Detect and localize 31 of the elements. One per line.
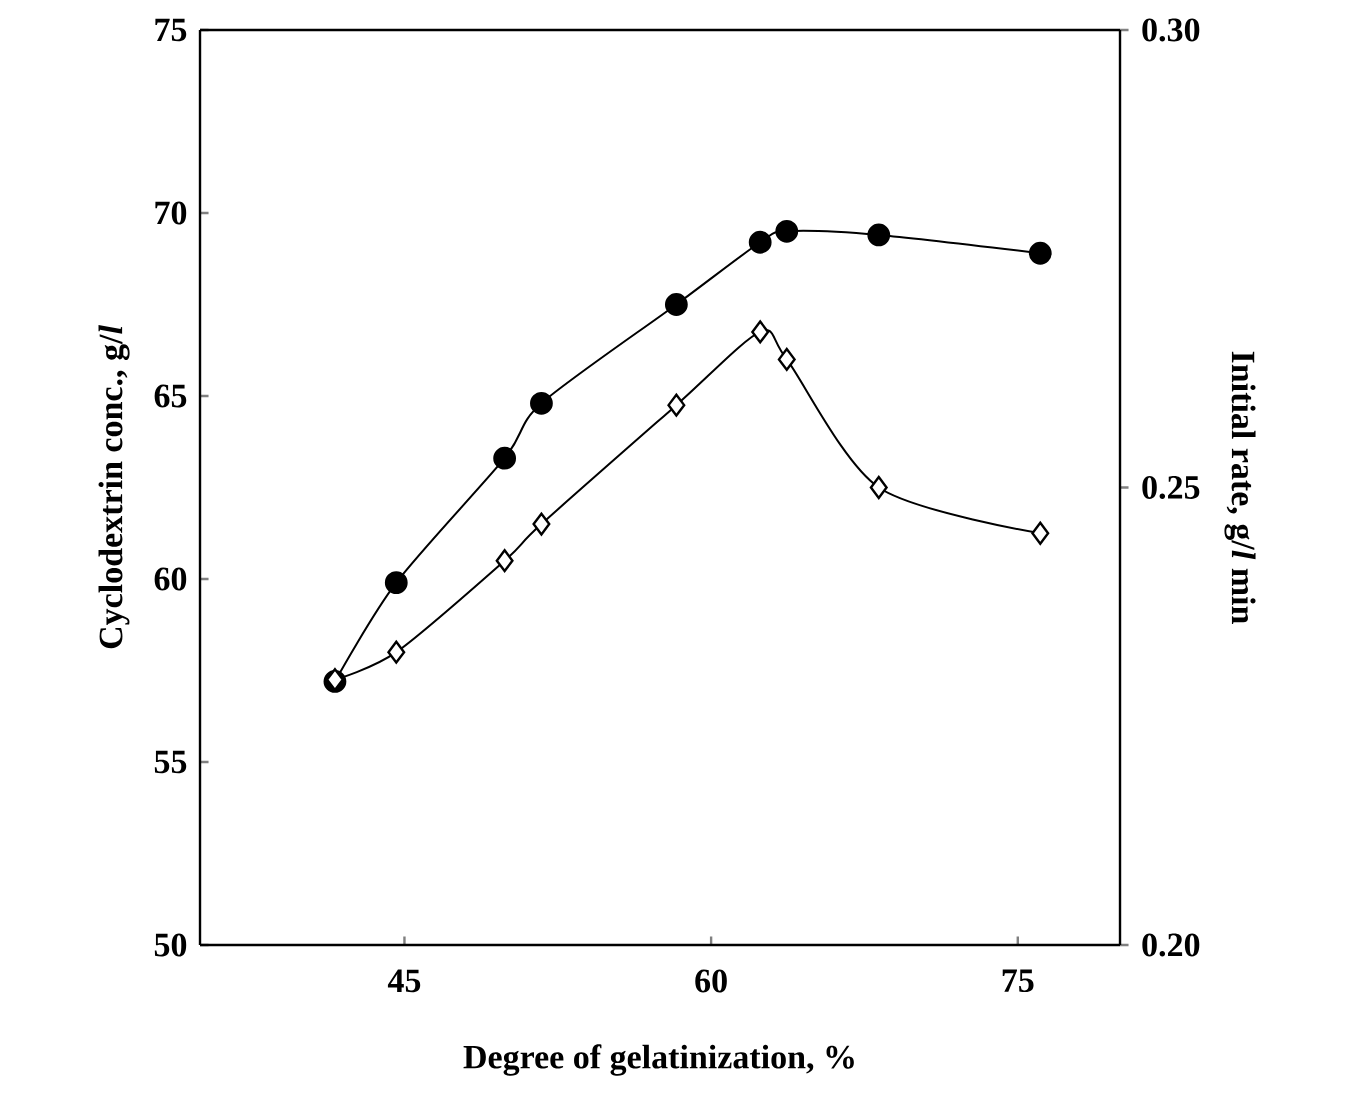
- point: [532, 512, 551, 536]
- x-axis-title: Degree of gelatinization, %: [463, 1044, 854, 1076]
- y2-axis-title: Initial rate, g/l min: [1224, 351, 1256, 624]
- point: [384, 571, 408, 595]
- point: [664, 293, 688, 316]
- point: [777, 347, 796, 371]
- x-tick-label: 60: [695, 969, 727, 993]
- point: [495, 549, 514, 573]
- point: [387, 640, 406, 664]
- y-tick-label: 65: [154, 384, 187, 408]
- point: [667, 393, 686, 417]
- y-tick-label: 55: [154, 750, 187, 774]
- y2-tick-label: 0.25: [1142, 475, 1200, 500]
- y-axis-title: Cyclodextrin conc., g/l: [98, 325, 130, 649]
- y-tick-label: 50: [154, 933, 187, 957]
- point: [1031, 521, 1050, 545]
- y-tick-label: 60: [154, 567, 187, 591]
- point: [493, 446, 517, 470]
- x-tick-label: 45: [387, 969, 421, 993]
- point: [751, 320, 770, 344]
- point: [867, 223, 891, 247]
- y-tick-label: 70: [155, 201, 187, 225]
- point: [1028, 241, 1052, 265]
- y-tick-label: 75: [155, 18, 187, 42]
- point: [775, 219, 799, 243]
- x-tick-label: 75: [1002, 969, 1034, 993]
- point: [530, 391, 553, 415]
- y2-tick-label: 0.30: [1142, 18, 1200, 42]
- point: [869, 475, 888, 500]
- y2-tick-label: 0.20: [1142, 933, 1200, 957]
- point: [748, 230, 772, 254]
